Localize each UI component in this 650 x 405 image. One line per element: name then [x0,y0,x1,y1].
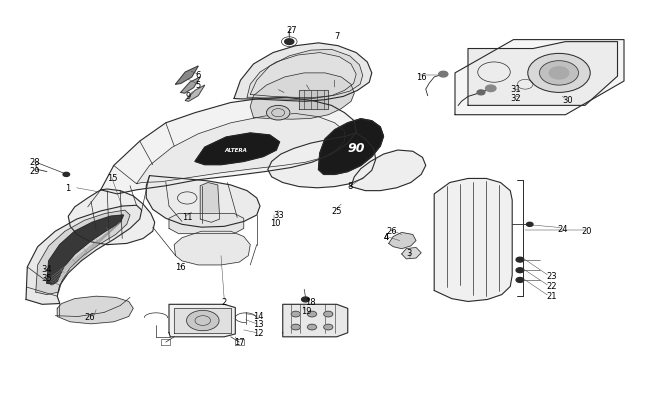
Polygon shape [318,119,384,175]
Text: 15: 15 [107,174,118,183]
Polygon shape [200,183,220,223]
Text: 22: 22 [546,281,556,290]
Text: 33: 33 [273,211,284,220]
Circle shape [526,223,533,227]
Text: 25: 25 [332,206,342,215]
Text: 30: 30 [562,96,573,104]
Text: 23: 23 [546,271,556,280]
Text: 10: 10 [270,218,280,227]
Text: 4: 4 [384,232,389,241]
Polygon shape [185,86,205,102]
Polygon shape [299,91,328,109]
Circle shape [528,54,590,93]
Polygon shape [146,176,260,228]
Polygon shape [101,98,356,194]
Text: 18: 18 [306,297,316,306]
Circle shape [302,297,309,302]
Circle shape [63,173,70,177]
Text: 26: 26 [84,312,95,321]
Circle shape [477,91,485,96]
Text: 21: 21 [546,291,556,300]
Polygon shape [169,305,235,337]
Circle shape [540,62,578,86]
Text: 2: 2 [222,297,227,306]
Text: 11: 11 [182,212,192,221]
Circle shape [324,324,333,330]
Text: 28: 28 [29,158,40,166]
Circle shape [285,40,294,45]
Polygon shape [68,190,155,245]
Polygon shape [47,215,124,284]
Text: 19: 19 [301,307,311,315]
Text: 20: 20 [582,226,592,235]
Circle shape [439,72,448,78]
Polygon shape [174,308,231,333]
Circle shape [307,324,317,330]
Text: 9: 9 [186,92,191,101]
Polygon shape [234,44,372,102]
Circle shape [516,258,524,262]
Text: 14: 14 [254,311,264,320]
Text: 12: 12 [254,328,264,337]
Text: 8: 8 [348,182,353,191]
Text: 1: 1 [65,184,70,193]
Text: 26: 26 [387,226,397,235]
Polygon shape [268,134,376,188]
Text: 16: 16 [416,72,426,81]
Text: 3: 3 [406,249,411,258]
Polygon shape [181,78,200,94]
Text: 29: 29 [29,167,40,176]
Polygon shape [195,134,280,165]
Text: 13: 13 [254,320,264,328]
Circle shape [516,268,524,273]
Text: 17: 17 [234,337,244,346]
Circle shape [266,106,290,121]
Text: 31: 31 [510,85,521,94]
Polygon shape [136,114,344,184]
Polygon shape [434,179,512,302]
Polygon shape [26,206,142,305]
Polygon shape [57,296,133,324]
Polygon shape [250,50,363,98]
Text: 4: 4 [384,232,389,241]
Polygon shape [468,43,618,106]
Polygon shape [283,305,348,337]
Polygon shape [169,214,244,234]
Circle shape [549,68,569,80]
Circle shape [291,311,300,317]
Polygon shape [402,248,421,259]
Polygon shape [174,232,250,265]
Polygon shape [247,53,356,100]
Circle shape [291,324,300,330]
Text: 27: 27 [286,26,296,35]
Polygon shape [351,151,426,191]
Text: 5: 5 [195,81,200,90]
Text: 24: 24 [557,224,567,233]
Text: 6: 6 [195,70,200,79]
Polygon shape [250,74,354,120]
Circle shape [486,86,496,92]
Circle shape [324,311,333,317]
Text: 16: 16 [176,263,186,272]
Circle shape [187,311,219,331]
Polygon shape [389,233,416,249]
Circle shape [307,311,317,317]
Polygon shape [176,67,198,85]
Polygon shape [36,211,130,295]
Text: 32: 32 [510,94,521,103]
Text: 35: 35 [41,274,51,283]
Text: 90: 90 [348,141,365,154]
Text: ALTERA: ALTERA [224,147,248,152]
Text: 7: 7 [335,32,340,41]
Text: 34: 34 [41,265,51,274]
Polygon shape [455,40,624,115]
Circle shape [516,278,524,283]
